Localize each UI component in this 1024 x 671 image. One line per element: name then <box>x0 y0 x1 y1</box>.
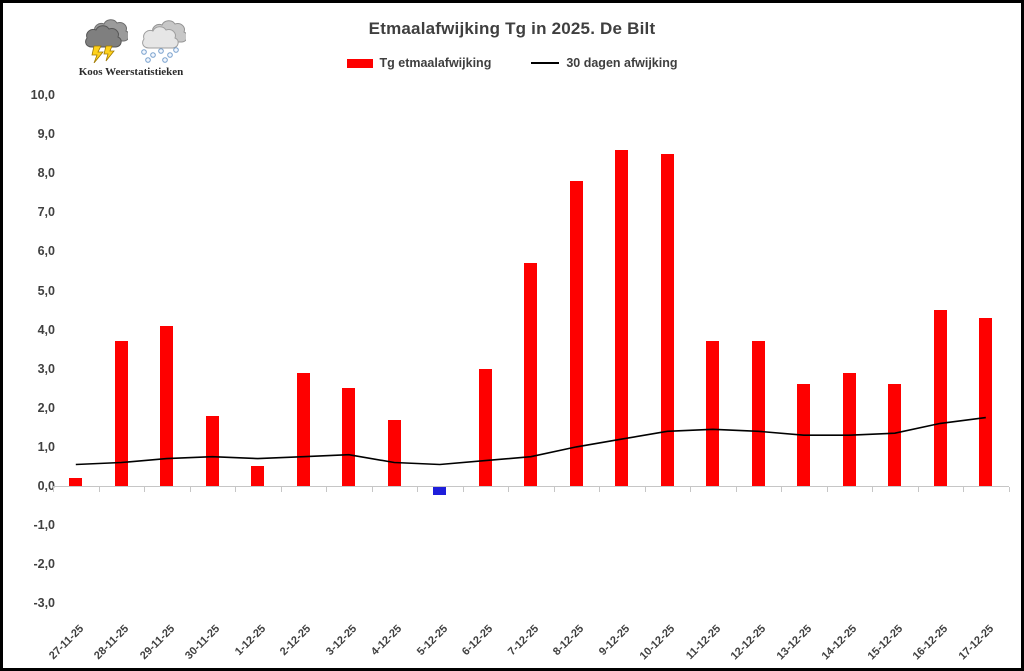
x-axis-tick <box>917 487 919 492</box>
y-axis-label: 4,0 <box>37 322 55 337</box>
x-axis-tick <box>280 487 282 492</box>
y-axis-label: 3,0 <box>37 361 55 376</box>
bar-14-12-25 <box>842 372 856 486</box>
bar-9-12-25 <box>615 149 629 486</box>
line-series-label: 30 dagen afwijking <box>566 56 678 70</box>
legend-item-bars: Tg etmaalafwijking <box>346 56 492 70</box>
bar-3-12-25 <box>342 388 356 486</box>
logo: Koos Weerstatistieken <box>71 17 191 78</box>
bar-13-12-25 <box>797 384 811 486</box>
bar-28-11-25 <box>114 341 128 486</box>
storm-cloud-icon <box>85 19 128 63</box>
y-axis-label: 1,0 <box>37 439 55 454</box>
bar-2-12-25 <box>296 372 310 486</box>
bar-7-12-25 <box>524 263 538 486</box>
x-axis-tick <box>189 487 191 492</box>
x-axis-tick <box>872 487 873 492</box>
x-axis-tick <box>826 487 828 492</box>
line-series-swatch <box>531 62 560 64</box>
x-axis-tick <box>781 487 782 492</box>
chart-title: Etmaalafwijking Tg in 2025. De Bilt <box>368 19 656 38</box>
bar-27-11-25 <box>69 478 83 486</box>
bar-4-12-25 <box>387 419 401 486</box>
logo-text: Koos Weerstatistieken <box>78 66 184 78</box>
y-axis-label: 0,0 <box>37 479 55 493</box>
line-series <box>75 416 986 466</box>
y-axis-label: -1,0 <box>33 518 55 533</box>
y-axis-label: 5,0 <box>37 283 55 298</box>
bar-5-12-25 <box>433 487 447 495</box>
bar-30-11-25 <box>205 415 219 486</box>
bar-12-12-25 <box>751 341 765 486</box>
logo-icons <box>71 17 191 63</box>
bar-15-12-25 <box>888 384 902 486</box>
chart-plot: 10,0 9,0 8,0 7,0 6,0 5,0 4,0 3,0 2,0 1,0 0,0 -1,0 -2… <box>3 3 1021 668</box>
x-axis-tick <box>690 487 691 492</box>
legend: Tg etmaalafwijking 30 dagen afwijking <box>3 56 1021 70</box>
bar-17-12-25 <box>979 317 993 486</box>
y-axis-label: 7,0 <box>37 205 55 220</box>
x-axis-tick <box>599 487 600 492</box>
legend-item-line: 30 dagen afwijking <box>531 56 677 70</box>
y-axis-label: 6,0 <box>37 244 55 259</box>
y-axis-label: 2,0 <box>37 400 55 415</box>
bar-8-12-25 <box>569 181 583 486</box>
bar-11-12-25 <box>706 341 720 486</box>
x-axis-line <box>53 486 1009 487</box>
x-axis-tick <box>144 487 145 492</box>
y-axis-label: -3,0 <box>33 596 55 611</box>
x-axis-tick <box>326 487 327 492</box>
y-axis-label: 8,0 <box>37 166 55 181</box>
x-axis-tick <box>963 487 964 492</box>
y-axis-label: -2,0 <box>33 557 55 572</box>
x-axis-tick <box>508 487 509 492</box>
x-axis-tick <box>462 487 464 492</box>
x-axis-tick <box>235 487 236 492</box>
bar-series-swatch <box>346 58 373 68</box>
bar-29-11-25 <box>160 325 174 486</box>
x-axis-tick <box>53 487 54 492</box>
x-axis-tick <box>1008 487 1010 492</box>
x-axis-tick <box>644 487 646 492</box>
x-axis-tick <box>735 487 737 492</box>
snow-cloud-icon <box>141 20 186 63</box>
x-axis-tick <box>417 487 418 492</box>
bar-10-12-25 <box>660 153 674 486</box>
x-axis-tick <box>553 487 555 492</box>
y-axis-label: 9,0 <box>37 127 55 142</box>
x-axis-tick <box>371 487 373 492</box>
x-axis-label: 27-11-25 <box>46 622 86 662</box>
bar-series-label: Tg etmaalafwijking <box>379 56 492 70</box>
bar-16-12-25 <box>933 310 947 486</box>
bar-1-12-25 <box>251 466 265 486</box>
x-axis-tick <box>98 487 100 492</box>
y-axis-label: 10,0 <box>30 88 55 102</box>
bar-6-12-25 <box>478 368 492 486</box>
